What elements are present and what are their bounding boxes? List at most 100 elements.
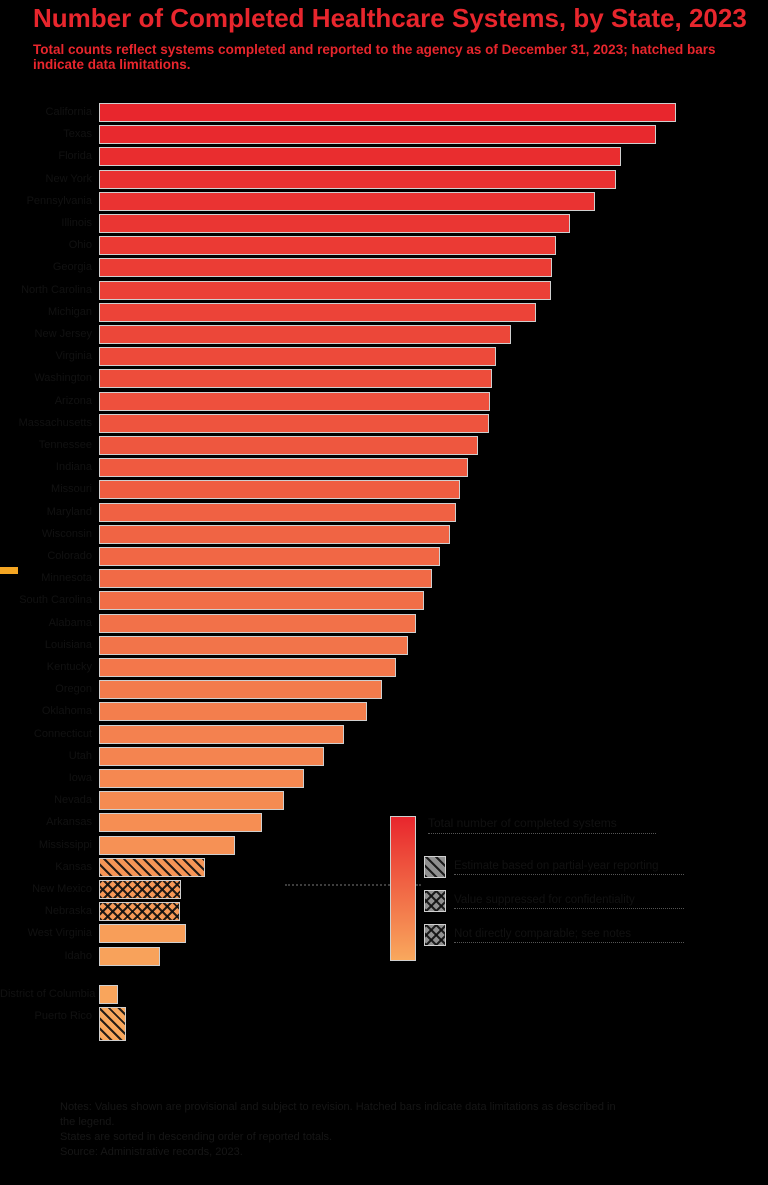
bar-row: Illinois bbox=[0, 214, 768, 233]
category-label: Arkansas bbox=[46, 816, 92, 829]
bar-row: Louisiana bbox=[0, 635, 768, 655]
bar bbox=[99, 724, 344, 744]
bar-row: West Virginia bbox=[0, 924, 768, 944]
category-label: Puerto Rico bbox=[34, 1010, 92, 1022]
bar-row: Florida bbox=[0, 147, 768, 167]
bar-row: Puerto Rico bbox=[0, 1007, 768, 1041]
bar-row: Indiana bbox=[0, 458, 768, 478]
bar bbox=[99, 258, 552, 278]
footnote-line: Notes: Values shown are provisional and … bbox=[60, 1101, 616, 1128]
bar bbox=[99, 680, 382, 700]
diagonal-hatch-swatch-icon bbox=[424, 856, 446, 878]
category-label: Ohio bbox=[68, 239, 92, 252]
category-label: Pennsylvania bbox=[26, 194, 92, 207]
bar bbox=[99, 103, 676, 122]
bar-row: Idaho bbox=[0, 946, 768, 966]
bar bbox=[99, 613, 416, 633]
legend-gradient-label: Total number of completed systems bbox=[428, 816, 656, 834]
chart-title: Number of Completed Healthcare Systems, … bbox=[33, 3, 747, 33]
category-label: Mississippi bbox=[38, 838, 92, 851]
bar-row: Nevada bbox=[0, 791, 768, 811]
category-label: New Mexico bbox=[32, 883, 92, 895]
bar bbox=[99, 302, 536, 322]
bar bbox=[99, 769, 304, 788]
legend-item: Estimate based on partial-year reporting bbox=[424, 856, 686, 880]
bar-row: Ohio bbox=[0, 236, 768, 256]
bar bbox=[99, 702, 367, 722]
bar-row: Kansas bbox=[0, 857, 768, 877]
bar bbox=[99, 857, 205, 877]
category-label: South Carolina bbox=[19, 594, 92, 607]
category-label: West Virginia bbox=[27, 927, 92, 940]
bar-row: Massachusetts bbox=[0, 413, 768, 433]
category-label: New Jersey bbox=[34, 328, 92, 340]
bar bbox=[99, 1007, 126, 1041]
bar bbox=[99, 746, 324, 766]
category-label: Georgia bbox=[52, 261, 92, 274]
bar bbox=[99, 813, 262, 833]
bar-row: Maryland bbox=[0, 502, 768, 522]
category-label: Minnesota bbox=[41, 572, 92, 585]
bar-row: Alabama bbox=[0, 613, 768, 633]
category-label: Michigan bbox=[47, 305, 92, 318]
bar-row: New Jersey bbox=[0, 325, 768, 344]
category-label: Kansas bbox=[55, 860, 92, 873]
legend: Total number of completed systems Estima… bbox=[390, 812, 690, 972]
bar bbox=[99, 902, 180, 922]
category-label: California bbox=[45, 106, 92, 118]
bar bbox=[99, 436, 478, 455]
bar-row: Nebraska bbox=[0, 902, 768, 922]
category-label: Tennessee bbox=[38, 439, 92, 451]
category-label: Wisconsin bbox=[41, 527, 92, 540]
bar bbox=[99, 658, 396, 677]
bar bbox=[99, 214, 570, 233]
bar bbox=[99, 524, 450, 544]
category-label: Iowa bbox=[68, 772, 92, 784]
category-label: North Carolina bbox=[21, 283, 92, 296]
category-label: Oklahoma bbox=[41, 705, 92, 718]
bar-row: Washington bbox=[0, 369, 768, 389]
bar bbox=[99, 191, 595, 211]
bar-row: Mississippi bbox=[0, 835, 768, 855]
bar bbox=[99, 547, 440, 566]
footnote-line: States are sorted in descending order of… bbox=[60, 1130, 333, 1143]
bar-row: District of Columbia bbox=[0, 984, 768, 1004]
bar bbox=[99, 236, 556, 256]
category-label: New York bbox=[45, 172, 92, 185]
category-label: Virginia bbox=[55, 350, 93, 363]
bar bbox=[99, 325, 511, 344]
category-label: Indiana bbox=[55, 461, 92, 474]
category-label: Alabama bbox=[48, 616, 92, 629]
bar-row: Arizona bbox=[0, 391, 768, 411]
category-label: Connecticut bbox=[33, 727, 92, 740]
bar-row: Colorado bbox=[0, 547, 768, 566]
category-label: Idaho bbox=[64, 949, 92, 962]
bar bbox=[99, 147, 621, 167]
legend-gradient-bar bbox=[390, 816, 416, 961]
category-label: Illinois bbox=[61, 217, 92, 229]
cross-hatch-swatch-icon bbox=[424, 924, 446, 946]
legend-item-label: Estimate based on partial-year reporting bbox=[454, 860, 684, 875]
bar bbox=[99, 880, 181, 899]
bar-row: Minnesota bbox=[0, 569, 768, 589]
category-label: Texas bbox=[63, 128, 92, 141]
bar bbox=[99, 480, 460, 500]
category-label: Louisiana bbox=[44, 638, 92, 651]
legend-item-label: Not directly comparable; see notes bbox=[454, 928, 684, 943]
bar bbox=[99, 280, 551, 300]
bar bbox=[99, 125, 656, 145]
bar-row: Iowa bbox=[0, 769, 768, 788]
bar-row: Connecticut bbox=[0, 724, 768, 744]
category-label: Missouri bbox=[51, 483, 92, 496]
category-label: Arizona bbox=[54, 394, 92, 407]
category-label: Nebraska bbox=[44, 905, 92, 918]
chart-subtitle: Total counts reflect systems completed a… bbox=[33, 42, 716, 72]
category-label: Utah bbox=[68, 749, 92, 762]
bar-row: Utah bbox=[0, 746, 768, 766]
bar bbox=[99, 458, 468, 478]
footnote-line: Source: Administrative records, 2023. bbox=[60, 1145, 243, 1158]
legend-item: Not directly comparable; see notes bbox=[424, 924, 686, 948]
bar bbox=[99, 169, 616, 189]
